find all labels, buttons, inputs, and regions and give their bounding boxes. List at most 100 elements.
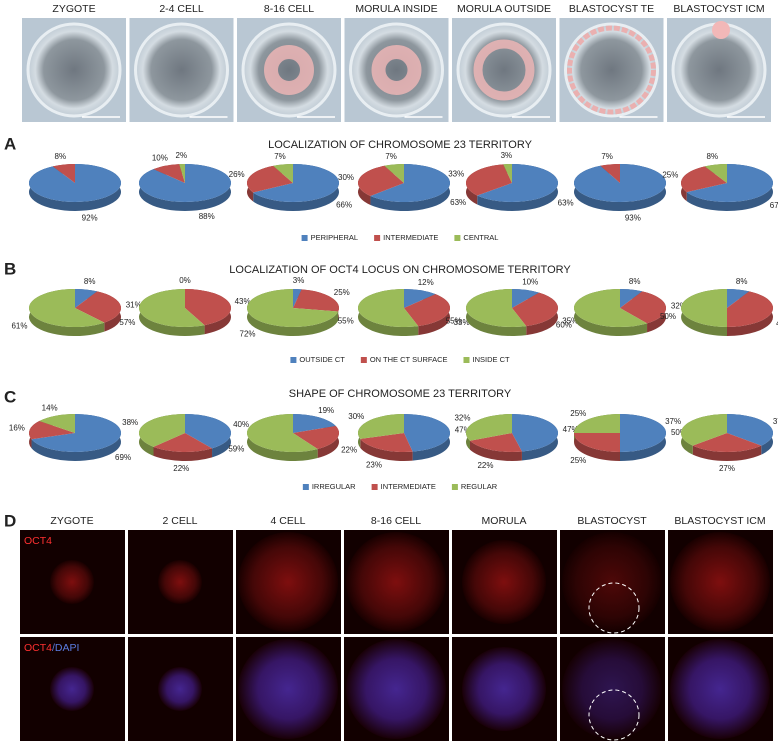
embryo bbox=[134, 22, 229, 118]
pie-side bbox=[360, 438, 413, 461]
embryo-stain bbox=[238, 532, 338, 632]
embryo-stain bbox=[238, 639, 338, 739]
data-label: 92% bbox=[82, 213, 98, 222]
data-label: 47% bbox=[563, 425, 579, 434]
data-label: 61% bbox=[11, 321, 27, 330]
pie-slice bbox=[293, 289, 302, 308]
data-label: 10% bbox=[152, 154, 168, 163]
column-label: MORULA bbox=[482, 515, 527, 527]
data-label: 7% bbox=[274, 152, 286, 161]
row-label: OCT4 bbox=[24, 535, 52, 547]
data-label: 25% bbox=[334, 288, 350, 297]
pie-slice bbox=[574, 414, 620, 433]
data-label: 8% bbox=[707, 152, 719, 161]
row-label: OCT4/DAPI bbox=[24, 642, 79, 654]
data-label: 8% bbox=[55, 152, 67, 161]
data-label: 37% bbox=[665, 417, 681, 426]
data-label: 22% bbox=[173, 464, 189, 473]
data-label: 7% bbox=[385, 152, 397, 161]
pie-slice bbox=[185, 414, 232, 449]
pie-slice bbox=[466, 289, 527, 327]
legend: OUTSIDE CT ON THE CT SURFACE INSIDE CT bbox=[290, 355, 510, 364]
image-label: BLASTOCYST TE bbox=[569, 3, 654, 15]
data-label: 50% bbox=[671, 428, 687, 437]
column-label: 4 CELL bbox=[270, 515, 305, 527]
embryo-stain bbox=[562, 532, 662, 632]
pie-tops bbox=[574, 414, 666, 452]
pie-tops bbox=[466, 289, 559, 327]
pie-slice bbox=[574, 433, 620, 452]
embryo-stain bbox=[346, 532, 446, 632]
pie-slice bbox=[404, 289, 436, 308]
pie-tops bbox=[358, 289, 450, 327]
data-label: 33% bbox=[454, 318, 470, 327]
pie-slice bbox=[469, 433, 522, 452]
pie-slice bbox=[360, 433, 413, 452]
row-label-part: OCT4 bbox=[24, 535, 52, 547]
column-label: BLASTOCYST ICM bbox=[674, 515, 765, 527]
embryo-stain bbox=[670, 532, 770, 632]
embryo-stain bbox=[670, 639, 770, 739]
data-label: 30% bbox=[348, 412, 364, 421]
pie-side bbox=[153, 446, 213, 461]
chart-title: LOCALIZATION OF CHROMOSOME 23 TERRITORY bbox=[268, 139, 533, 151]
pie-slice bbox=[246, 289, 339, 327]
data-label: 7% bbox=[601, 152, 613, 161]
fish-signal bbox=[567, 25, 656, 115]
pie-slice bbox=[681, 289, 727, 327]
image-label: 8-16 CELL bbox=[264, 3, 314, 15]
legend-label: REGULAR bbox=[461, 482, 498, 491]
pie-tops bbox=[466, 164, 558, 202]
pie-tops bbox=[358, 414, 450, 452]
pie-slice bbox=[358, 289, 419, 327]
pie-slice bbox=[512, 289, 540, 308]
data-label: 12% bbox=[418, 278, 434, 287]
pie-slice bbox=[28, 164, 121, 203]
pie-slice bbox=[138, 289, 205, 327]
legend-label: INTERMEDIATE bbox=[381, 482, 436, 491]
legend-swatch bbox=[360, 357, 367, 363]
pie-tops bbox=[357, 164, 451, 202]
data-label: 30% bbox=[338, 173, 354, 182]
pie-slice bbox=[246, 165, 293, 193]
data-label: 27% bbox=[719, 464, 735, 473]
data-label: 69% bbox=[115, 453, 131, 462]
pie-slice bbox=[512, 292, 559, 327]
legend-label: INSIDE CT bbox=[472, 355, 510, 364]
chart-title: SHAPE OF CHROMOSOME 23 TERRITORY bbox=[289, 388, 512, 400]
data-label: 38% bbox=[122, 418, 138, 427]
pie-slice bbox=[293, 289, 339, 312]
pie-side bbox=[574, 433, 620, 461]
data-label: 10% bbox=[522, 277, 538, 286]
pie-slice bbox=[153, 433, 213, 452]
legend-swatch bbox=[371, 484, 378, 490]
panel-letter: A bbox=[4, 134, 16, 153]
pie-tops bbox=[29, 414, 121, 453]
data-label: 25% bbox=[662, 171, 678, 180]
image-label: MORULA OUTSIDE bbox=[457, 3, 551, 15]
image-label: ZYGOTE bbox=[52, 3, 95, 15]
fish-signal bbox=[264, 45, 314, 95]
pie-slice bbox=[692, 433, 762, 452]
data-label: 25% bbox=[570, 409, 586, 418]
row-label-part: OCT4 bbox=[24, 642, 52, 654]
embryo bbox=[26, 22, 122, 118]
pie-slice bbox=[466, 414, 512, 441]
pie-slice bbox=[404, 414, 450, 452]
legend-label: INTERMEDIATE bbox=[383, 233, 438, 242]
column-label: 8-16 CELL bbox=[371, 515, 421, 527]
pie-slice bbox=[574, 289, 648, 328]
embryo-stain bbox=[158, 560, 202, 604]
data-label: 23% bbox=[366, 460, 382, 469]
pie-tops bbox=[466, 414, 558, 452]
pie-tops bbox=[574, 289, 667, 328]
fish-signal bbox=[712, 21, 730, 39]
data-label: 55% bbox=[446, 316, 462, 325]
legend-swatch bbox=[302, 484, 309, 490]
data-label: 22% bbox=[477, 461, 493, 470]
pie-tops bbox=[681, 414, 773, 452]
image-label: 2-4 CELL bbox=[159, 3, 204, 15]
data-label: 22% bbox=[341, 445, 357, 454]
pie-tops bbox=[28, 289, 122, 328]
legend: IRREGULAR INTERMEDIATE REGULAR bbox=[302, 482, 498, 491]
